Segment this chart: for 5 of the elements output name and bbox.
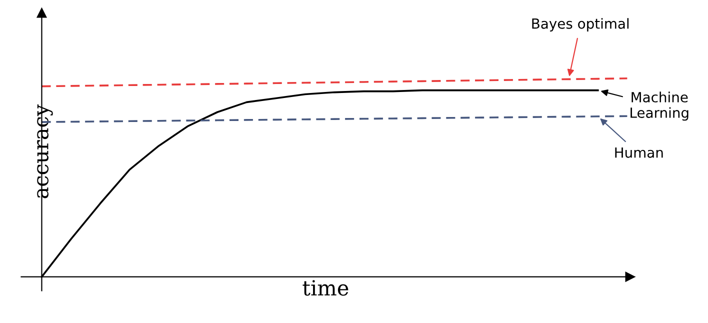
x-axis-title: time [302, 280, 348, 296]
text: Bayes optimal [532, 18, 629, 32]
legend-label: Machine Learning [630, 92, 688, 121]
y-axis-title: accuracy [37, 104, 53, 198]
text: Human [615, 148, 663, 158]
